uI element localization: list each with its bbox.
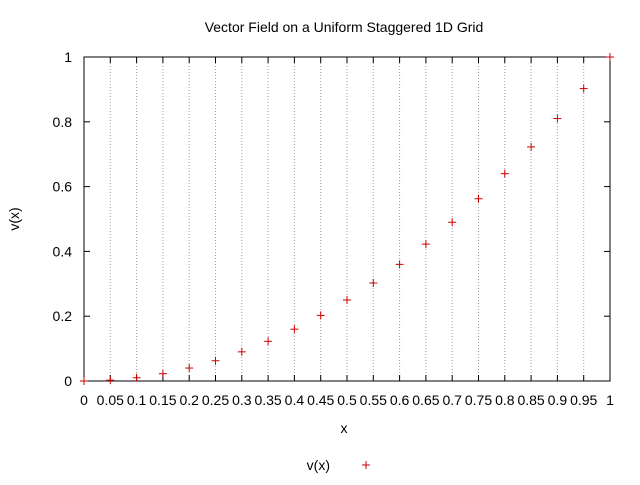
x-tick-label: 0.5 bbox=[337, 392, 357, 408]
grid bbox=[109, 57, 585, 381]
legend: v(x) bbox=[307, 457, 370, 473]
x-tick-label: 0.6 bbox=[390, 392, 410, 408]
data-point bbox=[158, 369, 167, 378]
data-point bbox=[237, 347, 246, 356]
y-tick-label: 0.8 bbox=[53, 114, 73, 130]
x-tick-label: 0.2 bbox=[179, 392, 199, 408]
x-tick-label: 0.9 bbox=[548, 392, 568, 408]
data-point bbox=[448, 218, 457, 227]
data-point bbox=[553, 114, 562, 123]
axis-ticks: 0 0.05 0.1 0.15 0.2 0.25 0.3 0.35 0.4 0.45 0.5 0.55… bbox=[53, 49, 615, 408]
x-tick-label: 0.15 bbox=[149, 392, 176, 408]
x-tick-label: 0.45 bbox=[307, 392, 334, 408]
x-tick-label: 0.75 bbox=[465, 392, 492, 408]
x-tick-label: 1 bbox=[606, 392, 614, 408]
legend-label: v(x) bbox=[307, 457, 330, 473]
x-tick-label: 0.3 bbox=[232, 392, 252, 408]
x-tick-label: 0.4 bbox=[285, 392, 305, 408]
x-tick-label: 0.35 bbox=[254, 392, 281, 408]
y-tick-label: 0.6 bbox=[53, 179, 73, 195]
data-point bbox=[132, 373, 141, 382]
x-tick-label: 0.65 bbox=[412, 392, 439, 408]
data-point bbox=[369, 278, 378, 287]
data-point bbox=[106, 376, 115, 385]
data-point bbox=[474, 194, 483, 203]
data-point bbox=[185, 364, 194, 373]
data-point bbox=[606, 53, 614, 61]
y-tick-label: 0 bbox=[64, 373, 72, 389]
x-tick-label: 0.05 bbox=[97, 392, 124, 408]
data-point bbox=[579, 84, 588, 93]
x-tick-label: 0.7 bbox=[442, 392, 462, 408]
x-tick-label: 0.55 bbox=[360, 392, 387, 408]
y-tick-label: 1 bbox=[64, 49, 72, 65]
x-axis-label: x bbox=[341, 420, 348, 436]
x-tick-label: 0.85 bbox=[517, 392, 544, 408]
data-point bbox=[500, 169, 509, 178]
data-point bbox=[211, 356, 220, 365]
chart-title: Vector Field on a Uniform Staggered 1D G… bbox=[205, 19, 484, 35]
x-tick-label: 0.25 bbox=[202, 392, 229, 408]
data-point bbox=[527, 142, 536, 151]
data-point bbox=[264, 337, 273, 346]
y-tick-label: 0.2 bbox=[53, 308, 73, 324]
y-tick-label: 0.4 bbox=[53, 243, 73, 259]
data-points bbox=[80, 53, 614, 385]
data-point bbox=[421, 240, 430, 249]
data-point bbox=[80, 377, 88, 385]
x-tick-label: 0.1 bbox=[127, 392, 147, 408]
y-axis-label: v(x) bbox=[6, 207, 22, 230]
x-tick-label: 0.95 bbox=[570, 392, 597, 408]
data-point bbox=[290, 325, 299, 334]
data-point bbox=[343, 296, 351, 304]
plot-frame bbox=[83, 56, 611, 382]
data-point bbox=[395, 260, 404, 269]
x-tick-label: 0 bbox=[80, 392, 88, 408]
legend-marker bbox=[362, 461, 370, 469]
x-tick-label: 0.8 bbox=[495, 392, 515, 408]
data-point bbox=[316, 311, 325, 320]
